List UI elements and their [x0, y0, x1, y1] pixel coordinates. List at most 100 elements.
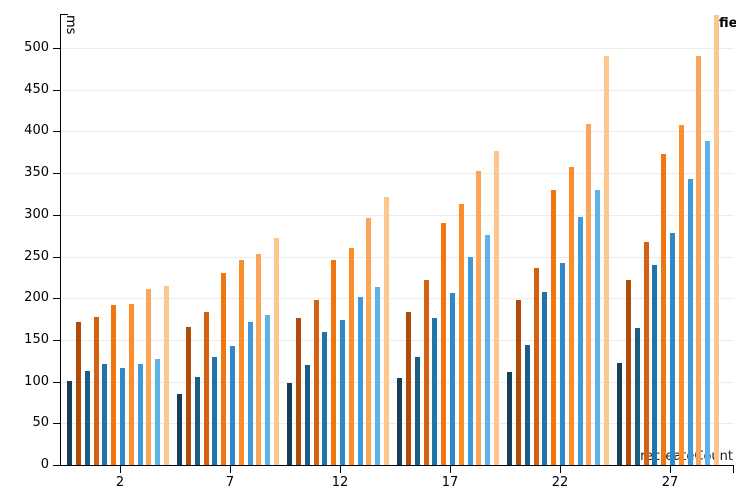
y-axis-tick-label: 450 [24, 82, 49, 97]
bar-orange-3 [111, 304, 117, 465]
bar-blue-6 [705, 141, 711, 465]
y-axis-tick-label: 250 [24, 249, 49, 264]
bar-orange-3 [661, 153, 667, 465]
bar-orange-2 [93, 317, 99, 465]
y-axis-tick [53, 257, 60, 258]
y-axis-unit-label: ms [63, 15, 78, 35]
y-axis-tick-label: 350 [24, 165, 49, 180]
bar-orange-1 [406, 311, 411, 465]
bar-blue-1 [507, 372, 513, 465]
bar-orange-2 [313, 299, 319, 465]
bar-orange-5 [146, 289, 152, 465]
gridline [60, 215, 734, 216]
bar-blue-3 [432, 318, 438, 465]
x-axis-tick [670, 465, 671, 473]
bar-blue-1 [397, 378, 403, 465]
bar-orange-5 [696, 55, 702, 465]
bar-orange-2 [203, 311, 209, 465]
gridline [60, 131, 734, 132]
bar-orange-2 [533, 268, 539, 465]
bar-orange-5 [476, 170, 482, 465]
bar-orange-4 [568, 167, 574, 465]
y-axis-tick [53, 173, 60, 174]
gridline [60, 340, 734, 341]
bar-orange-3 [441, 223, 447, 465]
bar-orange-6 [274, 238, 279, 465]
bar-blue-3 [102, 364, 108, 465]
bar-blue-5 [247, 322, 253, 465]
y-axis-tick-label: 200 [24, 290, 49, 305]
bar-orange-4 [458, 204, 464, 465]
x-axis-end-tick [733, 465, 734, 473]
x-axis-line [60, 465, 734, 466]
gridline [60, 173, 734, 174]
x-axis-tick [340, 465, 341, 473]
bar-blue-6 [155, 359, 161, 465]
y-axis-tick [53, 48, 60, 49]
bar-blue-4 [560, 263, 565, 465]
bar-orange-4 [678, 124, 684, 465]
bar-orange-3 [221, 273, 227, 465]
bar-orange-6 [384, 196, 389, 465]
gridline [60, 257, 734, 258]
bar-blue-5 [467, 256, 473, 465]
bar-orange-1 [186, 326, 191, 465]
bar-blue-4 [340, 319, 345, 465]
bar-blue-2 [634, 328, 640, 465]
y-axis-tick [53, 298, 60, 299]
y-axis-tick-label: 0 [40, 457, 49, 472]
bar-orange-2 [643, 241, 649, 465]
bar-orange-5 [366, 218, 372, 465]
bar-blue-2 [524, 344, 530, 465]
y-axis-tick-label: 500 [24, 40, 49, 55]
y-axis-tick-label: 100 [24, 374, 49, 389]
bar-blue-1 [287, 383, 293, 465]
x-axis-tick [230, 465, 231, 473]
bar-orange-3 [331, 259, 337, 465]
x-axis-tick-label: 27 [661, 475, 679, 490]
bar-blue-6 [595, 189, 601, 465]
y-axis-tick-label: 300 [24, 207, 49, 222]
bar-blue-5 [357, 297, 363, 465]
bar-blue-2 [304, 364, 310, 465]
y-axis-line [60, 14, 61, 466]
y-axis-tick [53, 382, 60, 383]
bar-orange-5 [256, 254, 262, 465]
bar-blue-1 [177, 394, 183, 465]
bar-blue-6 [265, 314, 271, 465]
bar-blue-6 [375, 286, 381, 465]
bar-blue-5 [577, 216, 583, 465]
bar-blue-4 [450, 293, 455, 465]
bar-blue-3 [652, 264, 658, 465]
y-axis-tick-label: 400 [24, 123, 49, 138]
bar-orange-1 [76, 321, 81, 465]
y-axis-tick [53, 465, 60, 466]
bar-orange-6 [604, 56, 609, 465]
x-axis-tick-label: 22 [551, 475, 569, 490]
bar-orange-4 [238, 259, 244, 465]
bar-orange-1 [626, 279, 631, 465]
legend-clipped-label: fie [719, 16, 736, 31]
bar-orange-6 [494, 150, 499, 465]
gridline [60, 423, 734, 424]
bar-orange-6 [164, 285, 169, 465]
bar-orange-6 [714, 14, 719, 465]
gridline [60, 298, 734, 299]
y-axis-tick-label: 50 [32, 415, 49, 430]
bar-orange-2 [423, 279, 429, 465]
x-axis-tick-label: 2 [115, 475, 125, 490]
bar-blue-2 [414, 356, 420, 465]
bar-orange-4 [348, 248, 354, 465]
bar-blue-5 [687, 178, 693, 465]
bar-blue-3 [212, 357, 218, 465]
x-axis-tick [560, 465, 561, 473]
y-axis-tick [53, 215, 60, 216]
x-axis-tick-label: 12 [331, 475, 349, 490]
bar-orange-1 [516, 299, 521, 465]
bar-blue-4 [670, 233, 675, 465]
y-axis-tick [53, 90, 60, 91]
bar-blue-2 [194, 376, 200, 465]
y-axis-tick [53, 340, 60, 341]
y-axis-end-tick [60, 14, 68, 15]
y-axis-tick [53, 131, 60, 132]
